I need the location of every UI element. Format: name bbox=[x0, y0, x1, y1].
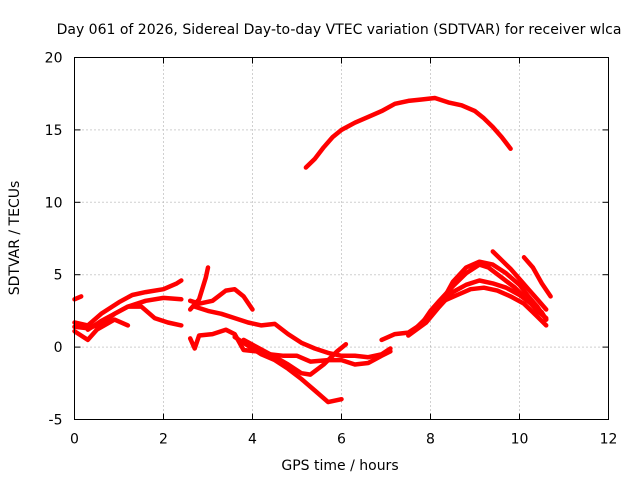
x-axis-label: GPS time / hours bbox=[281, 458, 398, 474]
series-line-s10 bbox=[187, 327, 393, 367]
y-tick-label: -5 bbox=[49, 413, 63, 429]
series-line-s5 bbox=[72, 317, 131, 343]
y-tick-label: 20 bbox=[45, 51, 63, 67]
x-tick-label: 4 bbox=[248, 432, 257, 448]
series-line-s18 bbox=[521, 255, 553, 299]
series-line-s16 bbox=[437, 259, 549, 322]
y-tick-label: 10 bbox=[45, 195, 63, 211]
y-tick-label: 15 bbox=[45, 123, 63, 139]
x-tick-label: 12 bbox=[600, 432, 618, 448]
y-tick-label: 0 bbox=[54, 340, 63, 356]
y-tick-label: 5 bbox=[54, 268, 63, 284]
x-tick-label: 6 bbox=[337, 432, 346, 448]
axis-ticks: 0 2 4 6 8 10 12 -5 0 5 10 15 20 bbox=[45, 51, 618, 448]
x-tick-label: 2 bbox=[159, 432, 168, 448]
data-series bbox=[72, 95, 553, 405]
series-line-s11 bbox=[241, 337, 349, 377]
series-line-s6 bbox=[85, 304, 184, 332]
chart-title: Day 061 of 2026, Sidereal Day-to-day VTE… bbox=[57, 22, 622, 38]
series-line-s9 bbox=[192, 304, 393, 360]
series-line-s2 bbox=[72, 294, 84, 302]
series-line-s17 bbox=[490, 249, 549, 312]
series-line-s1 bbox=[303, 95, 513, 170]
x-tick-label: 10 bbox=[511, 432, 529, 448]
series-line-s12 bbox=[232, 334, 344, 405]
series-line-s3 bbox=[72, 278, 184, 328]
x-tick-label: 8 bbox=[426, 432, 435, 448]
x-tick-label: 0 bbox=[70, 432, 79, 448]
grid bbox=[74, 57, 609, 420]
y-axis-label: SDTVAR / TECUs bbox=[7, 181, 23, 296]
series-line-s8 bbox=[187, 286, 255, 312]
